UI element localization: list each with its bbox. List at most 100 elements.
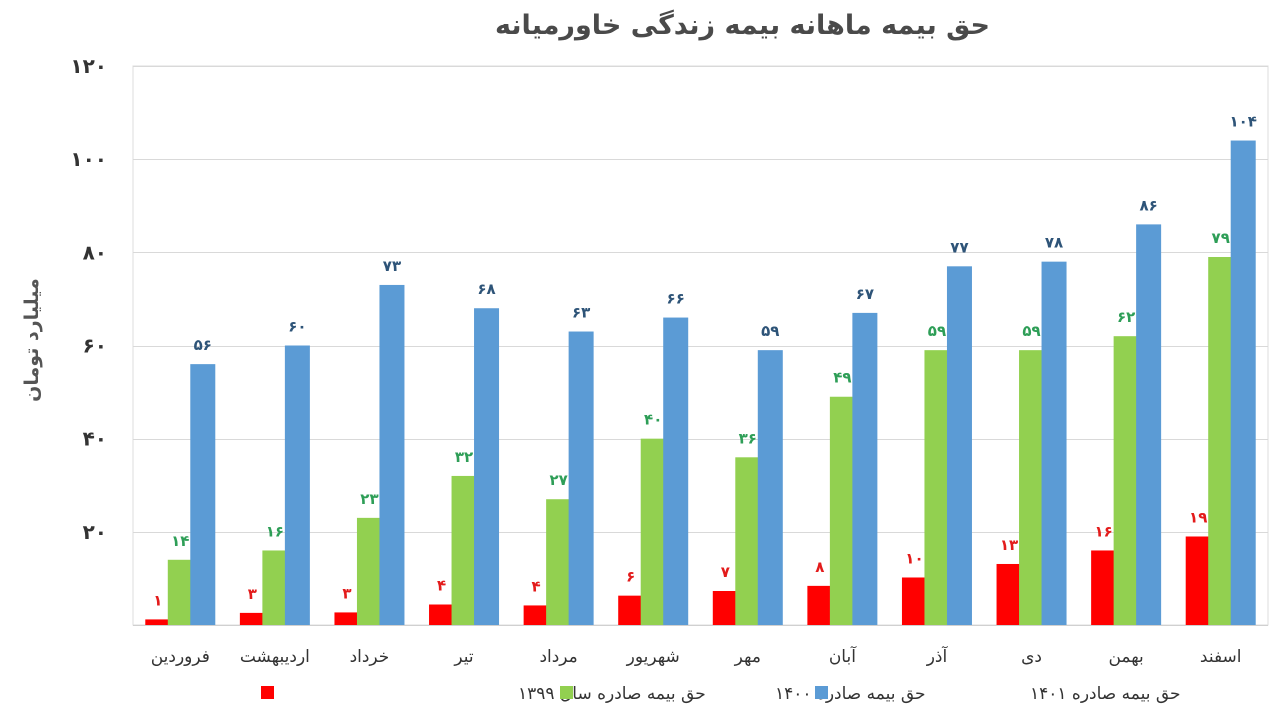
x-tick-label: خرداد: [350, 647, 390, 667]
data-label-series-1400: ۴۹: [833, 369, 851, 387]
bar-series-1400: [356, 517, 382, 625]
bar-series-1400: [1208, 256, 1234, 625]
y-tick-label: ۲۰: [83, 520, 107, 544]
y-axis-ticks: ۲۰ ۴۰ ۶۰ ۸۰ ۱۰۰ ۱۲۰: [70, 54, 107, 544]
data-label-series-1400: ۳۶: [739, 429, 757, 447]
data-label-series-1400: ۲۳: [360, 490, 378, 508]
data-label-series-1401: ۶۸: [477, 280, 495, 298]
data-label-series-1401: ۵۹: [761, 322, 779, 340]
bar-series-1399: [1185, 536, 1211, 625]
y-tick-label: ۶۰: [83, 334, 107, 358]
bar-series-1400: [735, 457, 761, 625]
bar-series-1399: [145, 619, 171, 625]
data-label-series-1401: ۷۸: [1045, 234, 1063, 252]
x-tick-label: اسفند: [1200, 647, 1242, 667]
data-label-series-1399: ۴: [437, 577, 446, 595]
bars: [145, 140, 1256, 626]
bar-series-1401: [1230, 140, 1256, 626]
legend: حق بیمه صادره سال ۱۳۹۹ حق بیمه صادره ۱۴۰۰…: [261, 684, 1181, 704]
bar-series-1400: [262, 550, 288, 625]
bar-series-1401: [474, 308, 500, 625]
bar-series-1400: [167, 559, 193, 625]
bar-series-1401: [379, 284, 405, 625]
x-tick-label: دی: [1021, 647, 1042, 667]
bar-series-1400: [546, 499, 572, 625]
data-label-series-1399: ۳: [342, 584, 351, 602]
bar-series-1401: [568, 331, 594, 625]
data-label-series-1401: ۷۳: [383, 257, 401, 275]
bar-series-1399: [996, 563, 1022, 625]
data-label-series-1401: ۶۳: [572, 304, 590, 322]
x-tick-label: اردیبهشت: [240, 647, 310, 667]
data-label-series-1400: ۱۶: [266, 522, 284, 540]
bar-series-1399: [523, 605, 549, 625]
x-tick-label: تیر: [453, 647, 474, 667]
bar-series-1401: [946, 266, 972, 625]
x-tick-label: آذر: [926, 645, 949, 667]
legend-label-series-1399: حق بیمه صادره سال ۱۳۹۹: [518, 684, 706, 704]
bar-series-1401: [284, 345, 310, 625]
data-label-series-1400: ۵۹: [928, 322, 946, 340]
y-tick-label: ۱۰۰: [70, 147, 107, 171]
bar-series-1400: [1113, 336, 1139, 625]
bar-series-1399: [807, 585, 833, 625]
bar-series-1401: [1136, 224, 1162, 625]
bar-series-1400: [451, 475, 477, 625]
data-label-series-1401: ۵۶: [194, 336, 212, 354]
data-label-series-1400: ۶۲: [1117, 308, 1135, 326]
bar-series-1399: [618, 595, 644, 625]
data-label-series-1399: ۷: [721, 563, 730, 581]
data-label-series-1400: ۳۲: [455, 448, 473, 466]
y-tick-label: ۱۲۰: [70, 54, 107, 78]
data-label-series-1399: ۴: [532, 577, 541, 595]
bar-series-1401: [852, 312, 878, 625]
x-tick-label: فروردین: [151, 647, 210, 667]
bar-series-1400: [829, 396, 855, 625]
data-label-series-1401: ۶۷: [856, 285, 874, 303]
data-label-series-1400: ۱۴: [171, 532, 189, 550]
legend-swatch-series-1400: [560, 686, 573, 699]
bar-series-1400: [1019, 350, 1045, 625]
y-tick-label: ۸۰: [83, 240, 107, 264]
bar-series-1399: [1091, 550, 1117, 625]
y-tick-label: ۴۰: [83, 427, 107, 451]
y-axis-label: میلیارد تومان: [21, 278, 43, 402]
bar-series-1399: [901, 577, 927, 625]
data-label-series-1401: ۱۰۴: [1229, 113, 1256, 131]
data-label-series-1400: ۴۰: [644, 411, 662, 429]
x-tick-label: مهر: [734, 647, 761, 667]
data-label-series-1401: ۸۶: [1139, 196, 1157, 214]
data-label-series-1399: ۱۰: [905, 549, 923, 567]
legend-swatch-series-1399: [261, 686, 274, 699]
data-label-series-1399: ۶: [626, 568, 635, 586]
data-label-series-1399: ۱۹: [1189, 508, 1207, 526]
bar-series-1400: [924, 350, 950, 625]
x-tick-label: مرداد: [539, 647, 577, 667]
bar-series-1401: [1041, 261, 1067, 625]
legend-label-series-1401: حق بیمه صادره ۱۴۰۱: [1030, 684, 1181, 704]
x-tick-label: شهریور: [626, 647, 680, 667]
x-tick-label: آبان: [829, 645, 857, 667]
data-labels: ۱ ۱۴ ۵۶ ۳ ۱۶ ۶۰ ۳ ۲۳ ۷۳ ۴ ۳۲ ۶۸ ۴ ۲۷ ۶۳ ۶ ۴۰ ۶۶ ۷ ۳۶ ۵۹ ۸ ۴۹ ۶۷…: [153, 113, 1257, 610]
legend-label-series-1400: حق بیمه صادره ۱۴۰۰: [775, 684, 926, 704]
data-label-series-1400: ۲۷: [549, 471, 567, 489]
legend-swatch-series-1401: [815, 686, 828, 699]
data-label-series-1399: ۱۳: [1000, 536, 1018, 554]
data-label-series-1401: ۷۷: [950, 238, 968, 256]
bar-series-1399: [429, 604, 455, 625]
bar-series-1399: [334, 612, 360, 625]
data-label-series-1399: ۸: [815, 558, 824, 576]
x-axis-ticks: فروردین اردیبهشت خرداد تیر مرداد شهریور مهر آبا…: [151, 645, 1242, 667]
bar-series-1399: [239, 612, 265, 625]
data-label-series-1399: ۱: [153, 591, 162, 609]
bar-series-1400: [640, 438, 666, 625]
data-label-series-1399: ۱۶: [1094, 522, 1112, 540]
bar-series-1401: [190, 364, 216, 625]
bar-series-1401: [757, 350, 783, 625]
data-label-series-1399: ۳: [248, 585, 257, 603]
data-label-series-1401: ۶۶: [667, 290, 685, 308]
data-label-series-1400: ۵۹: [1022, 322, 1040, 340]
x-tick-label: بهمن: [1108, 647, 1143, 667]
data-label-series-1401: ۶۰: [288, 318, 306, 336]
